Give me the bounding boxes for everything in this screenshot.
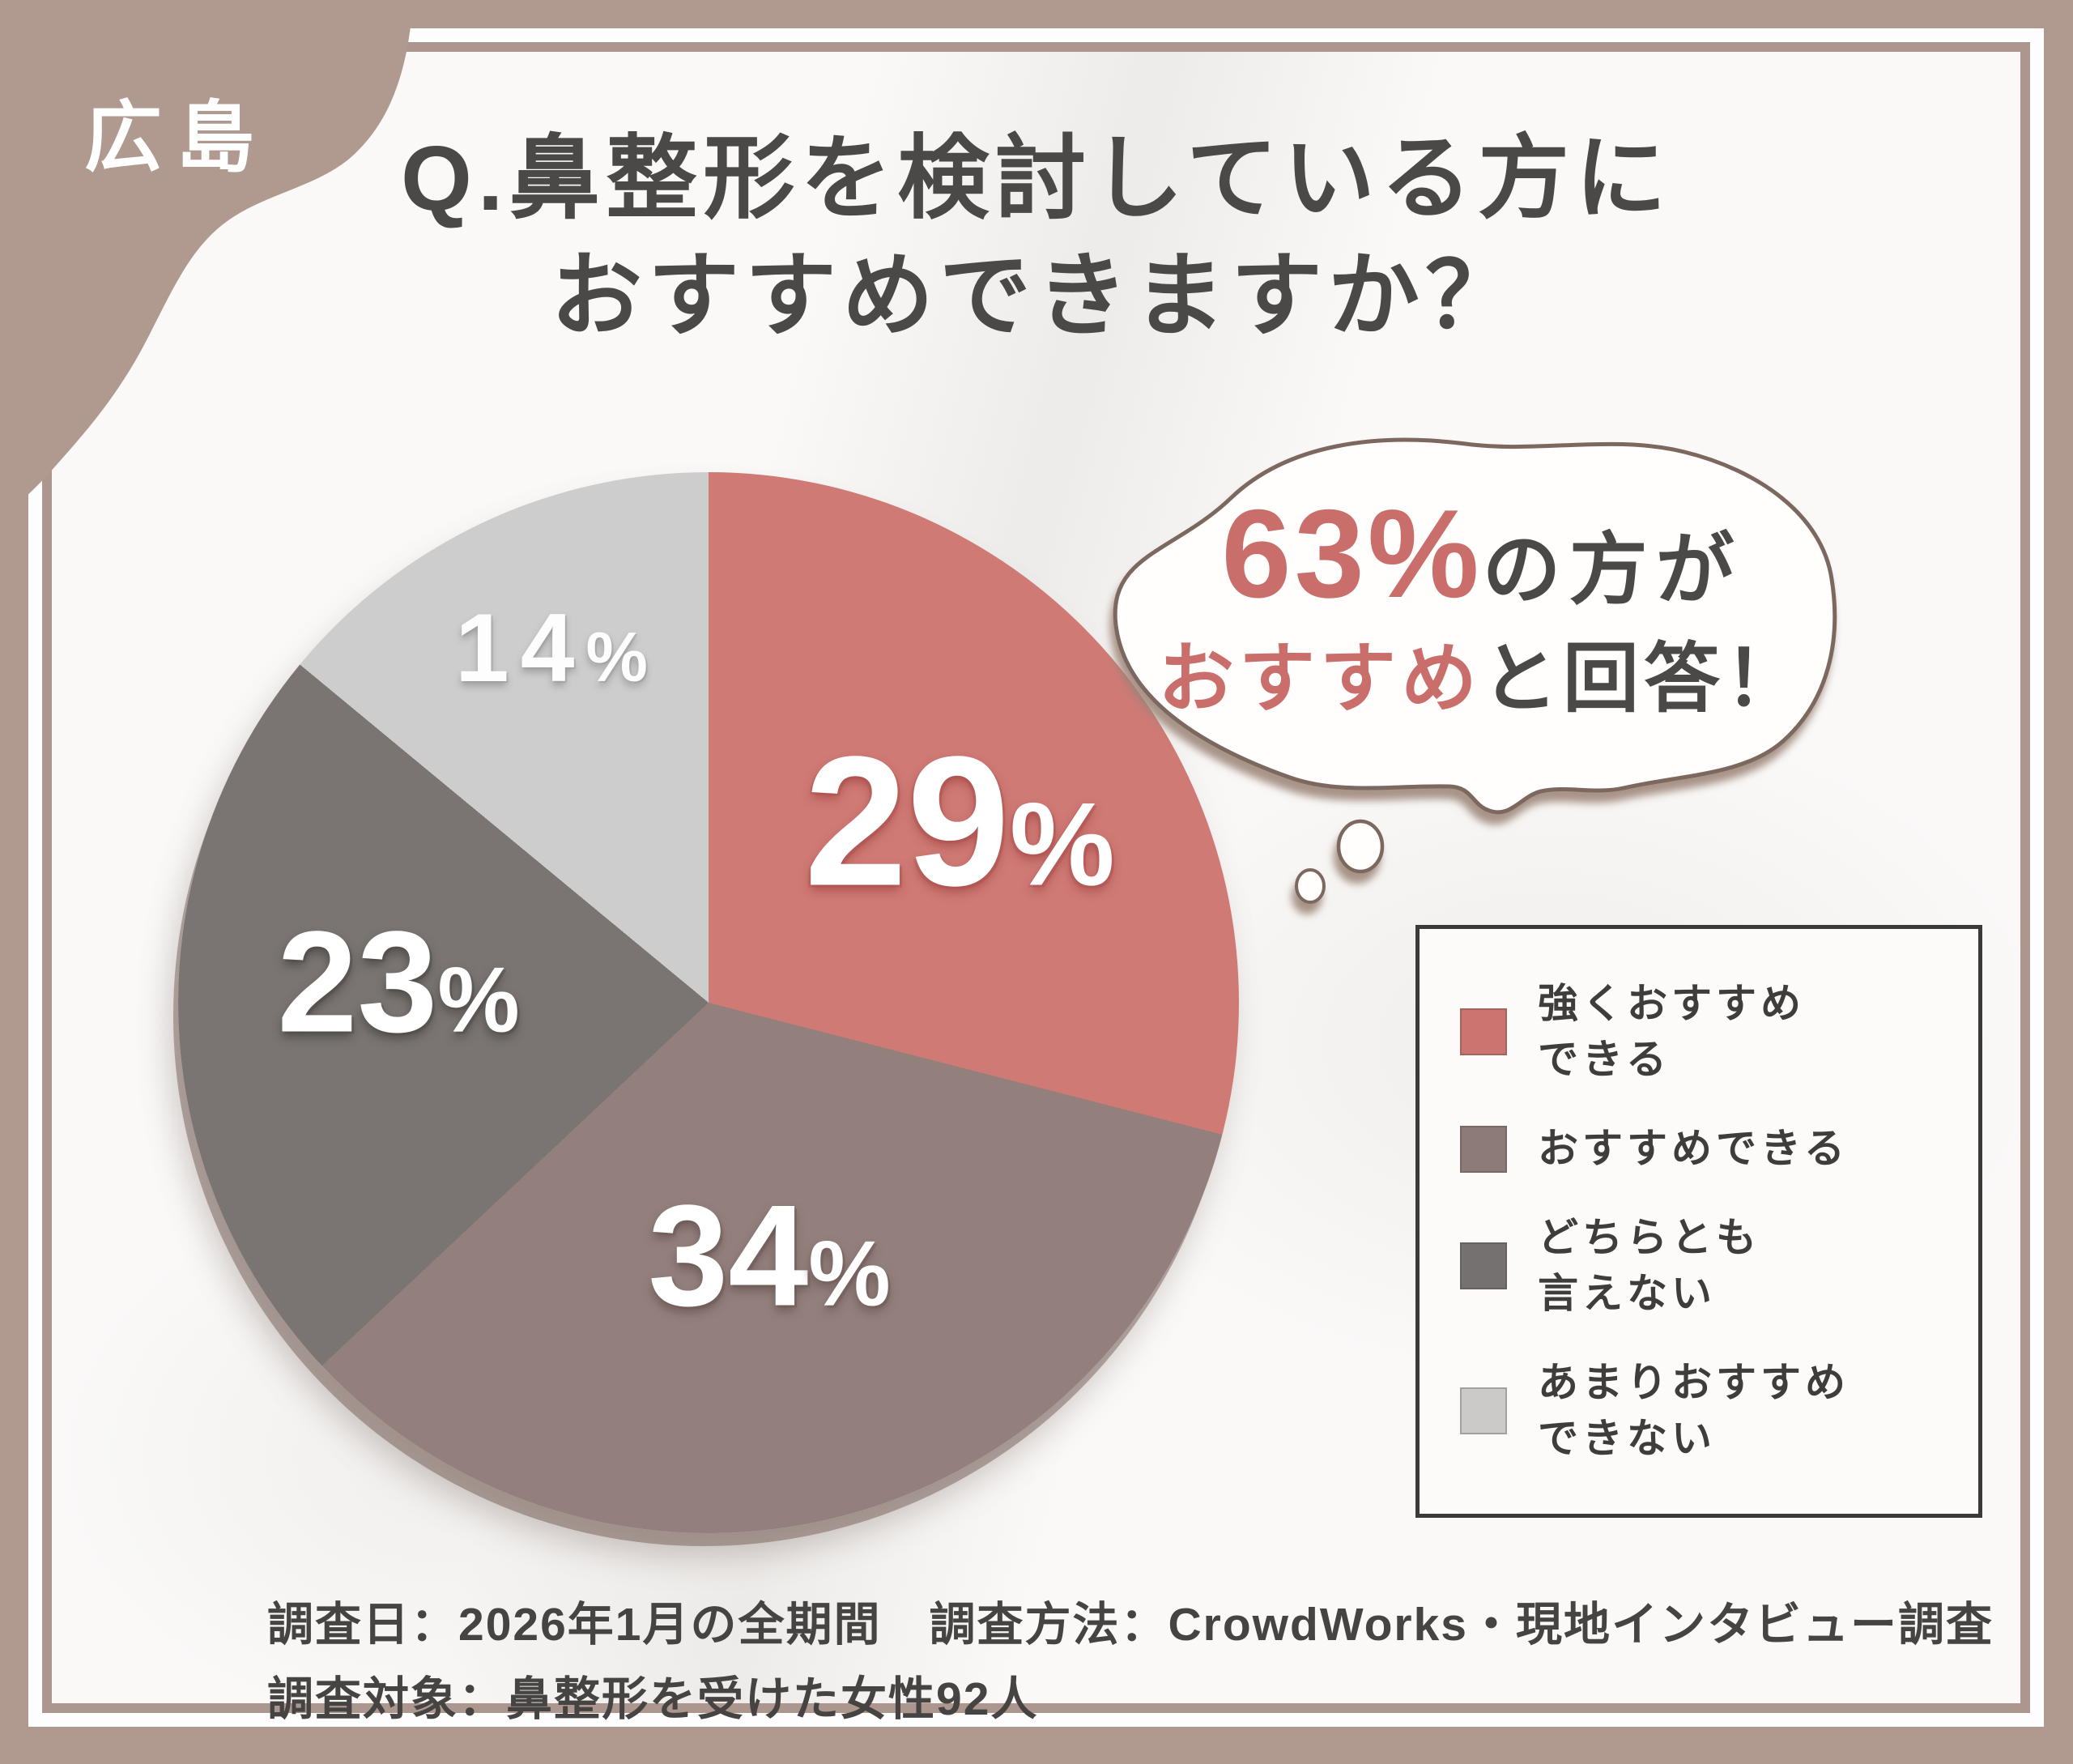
pie-slice-unit: %: [437, 948, 520, 1052]
legend-swatch: [1460, 1387, 1507, 1434]
legend-item-strongly-recommend: 強くおすすめ できる: [1460, 976, 1938, 1088]
bubble-annotation-line2: おすすめ と回答！: [1134, 641, 1830, 717]
legend-swatch: [1460, 1242, 1507, 1289]
legend-swatch: [1460, 1008, 1507, 1055]
bubble-suffix2: と回答！: [1482, 636, 1807, 721]
pie-chart: [178, 472, 1239, 1533]
thought-bubble: [1113, 437, 1837, 904]
legend-swatch: [1460, 1125, 1507, 1173]
bubble-highlight-value: 63%: [1221, 484, 1483, 624]
corner-blob: [0, 0, 413, 520]
chart-legend: 強くおすすめ できる おすすめできる どちらとも 言えない あまりおすすめ でき…: [1415, 925, 1982, 1518]
pie-slice-unit: %: [1009, 778, 1115, 910]
survey-footnote-line1: 調査日：2026年1月の全期間 調査方法：CrowdWorks・現地インタビュー…: [267, 1599, 1994, 1651]
bubble-suffix1: の方が: [1482, 526, 1743, 614]
pie-slice-value: 14: [455, 594, 586, 702]
thought-bubble-body: [1113, 437, 1837, 815]
thought-bubble-dot-large: [1336, 819, 1385, 874]
pie-slice-label-recommend: 34%: [648, 1173, 890, 1339]
legend-label: おすすめできる: [1538, 1126, 1849, 1171]
page-title-line2: おすすめできますか？: [551, 244, 1522, 347]
pie-slice-value: 34: [648, 1174, 809, 1336]
bubble-annotation-line1: 63% の方が: [1134, 491, 1830, 616]
legend-item-neither: どちらとも 言えない: [1460, 1210, 1938, 1322]
pie-slice-unit: %: [808, 1222, 891, 1326]
page-title: Q.鼻整形を検討している方に おすすめできますか？: [0, 120, 2073, 354]
legend-label: どちらとも 言えない: [1538, 1215, 1760, 1316]
pie-slice-value: 29: [804, 718, 1010, 925]
legend-label: あまりおすすめ できない: [1538, 1360, 1850, 1461]
legend-item-not-recommend: あまりおすすめ できない: [1460, 1355, 1938, 1467]
pie-slice-value: 23: [277, 901, 438, 1063]
legend-item-recommend: おすすめできる: [1460, 1121, 1938, 1177]
page-title-line1: Q.鼻整形を検討している方に: [401, 127, 1672, 229]
pie-slice-label-strongly-recommend: 29%: [804, 717, 1114, 928]
region-badge-label: 広島: [84, 95, 269, 181]
thought-bubble-dot-small: [1295, 868, 1326, 904]
pie-slice-label-not-recommend: 14%: [455, 592, 659, 704]
legend-label: 強くおすすめ できる: [1538, 981, 1805, 1082]
survey-footnote: 調査日：2026年1月の全期間 調査方法：CrowdWorks・現地インタビュー…: [267, 1587, 1994, 1737]
pie-slice-unit: %: [585, 619, 659, 697]
bubble-highlight-word: おすすめ: [1157, 636, 1482, 721]
bubble-annotation: 63% の方が おすすめ と回答！: [1134, 491, 1830, 717]
survey-footnote-line2: 調査対象：鼻整形を受けた女性92人: [267, 1673, 1039, 1726]
pie-slice-label-neither: 23%: [277, 899, 519, 1065]
